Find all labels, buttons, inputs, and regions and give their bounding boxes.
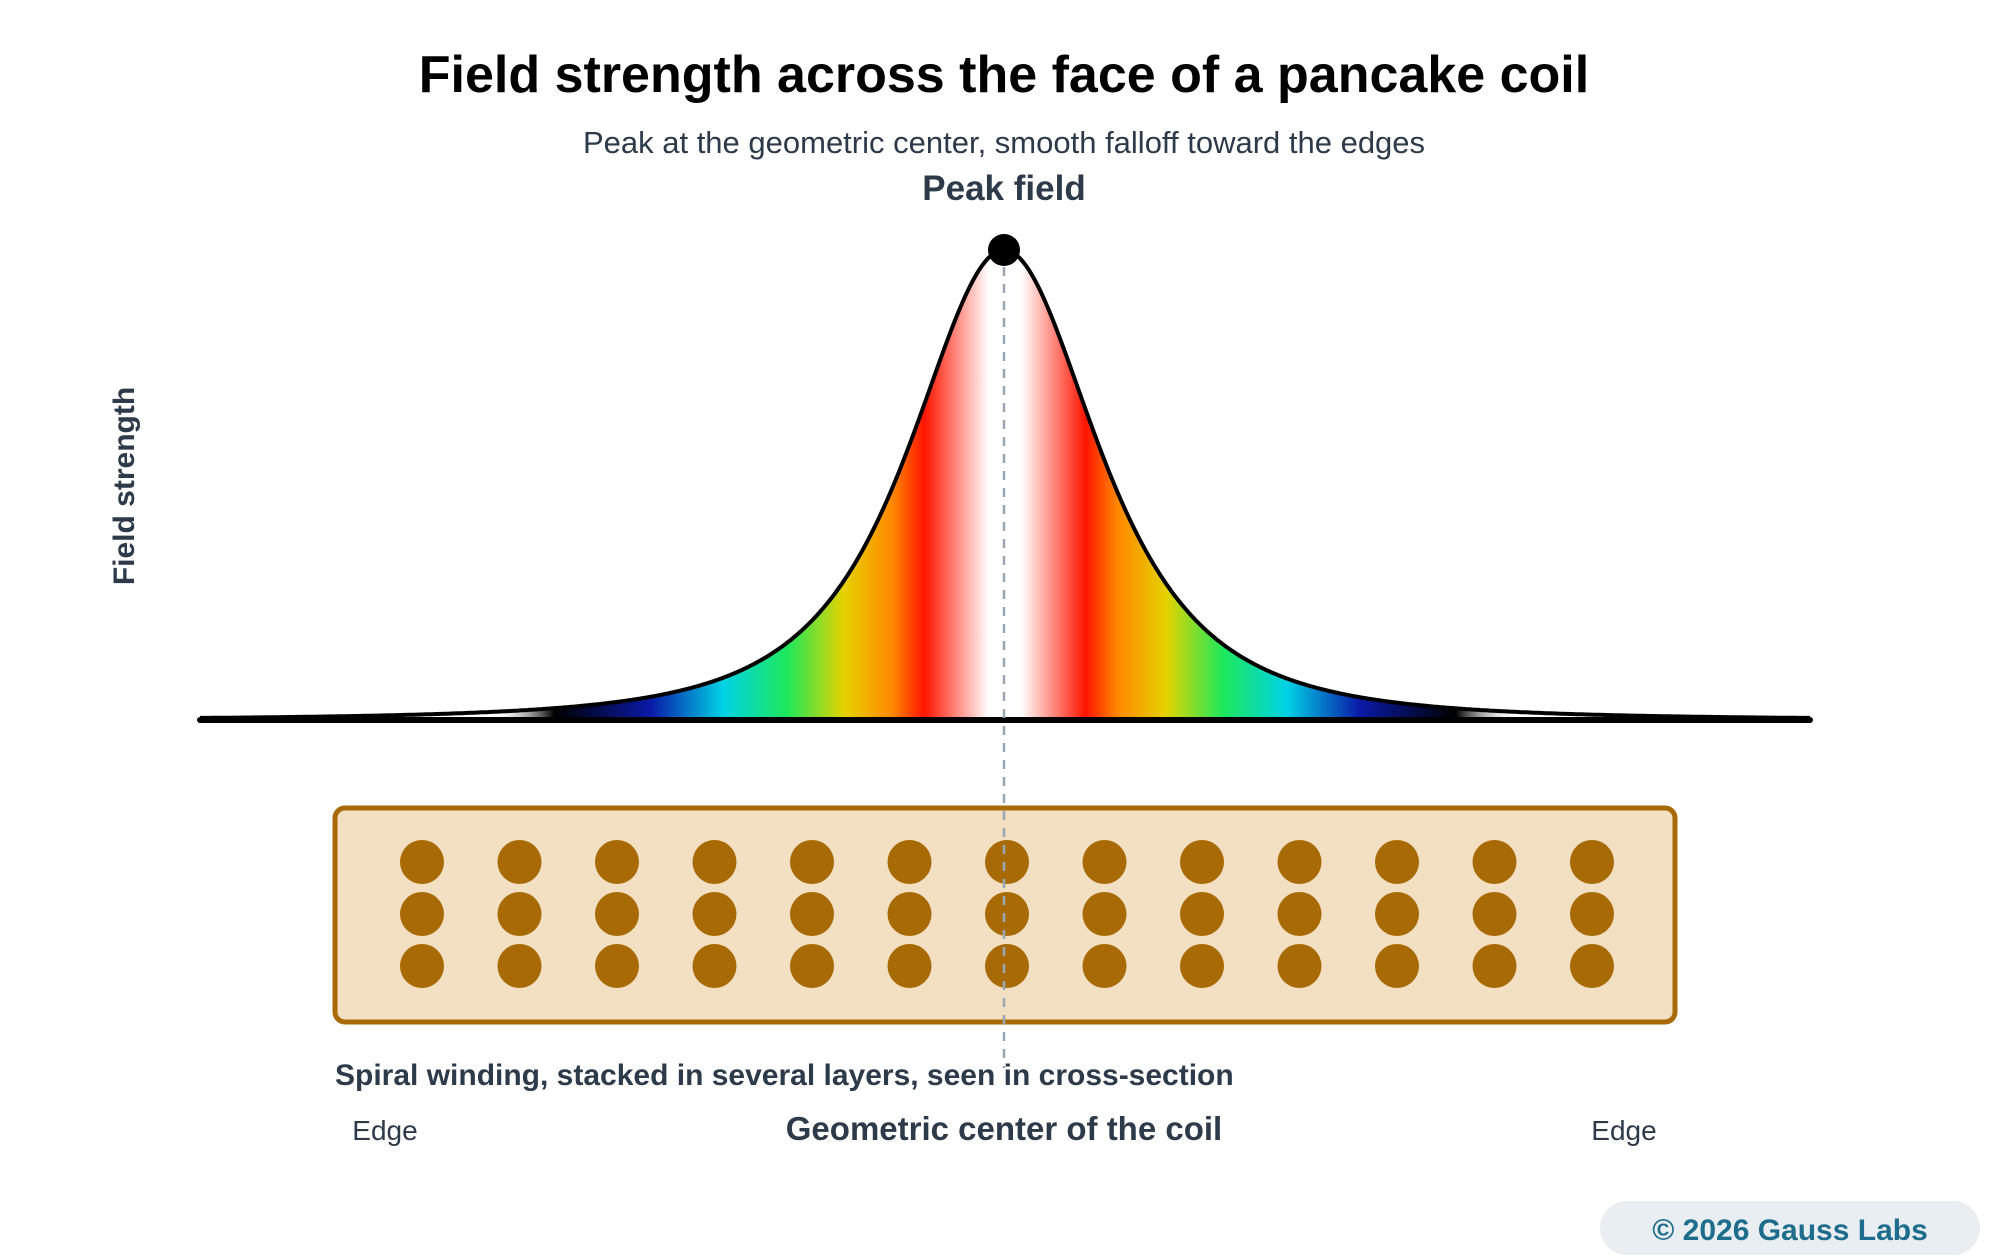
field-curve-fill bbox=[200, 250, 1810, 720]
winding-turn bbox=[1180, 840, 1224, 884]
winding-turn bbox=[1277, 840, 1322, 884]
y-axis-label: Field strength bbox=[108, 387, 141, 585]
winding-turn bbox=[790, 840, 834, 884]
winding-turn bbox=[692, 840, 737, 884]
winding-turn bbox=[887, 840, 932, 884]
winding-turn bbox=[1375, 944, 1419, 988]
peak-marker bbox=[988, 234, 1020, 266]
copyright-text: © 2026 Gauss Labs bbox=[1652, 1214, 1928, 1247]
peak-field-label: Peak field bbox=[922, 169, 1085, 208]
winding-turn bbox=[1082, 840, 1127, 884]
coil-caption: Spiral winding, stacked in several layer… bbox=[335, 1059, 1234, 1092]
winding-turn bbox=[497, 892, 542, 936]
winding-turn bbox=[1375, 892, 1419, 936]
winding-turn bbox=[400, 840, 444, 884]
diagram-subtitle: Peak at the geometric center, smooth fal… bbox=[583, 125, 1425, 160]
winding-turn bbox=[1472, 840, 1517, 884]
winding-turn bbox=[400, 892, 444, 936]
winding-turn bbox=[1570, 944, 1614, 988]
center-label: Geometric center of the coil bbox=[786, 1110, 1222, 1147]
winding-group bbox=[400, 840, 1614, 988]
left-edge-label: Edge bbox=[352, 1115, 417, 1146]
winding-turn bbox=[595, 892, 639, 936]
winding-turn bbox=[1570, 892, 1614, 936]
winding-turn bbox=[497, 840, 542, 884]
winding-turn bbox=[887, 892, 932, 936]
winding-turn bbox=[497, 944, 542, 988]
winding-turn bbox=[1082, 892, 1127, 936]
winding-turn bbox=[595, 944, 639, 988]
winding-turn bbox=[1375, 840, 1419, 884]
winding-turn bbox=[790, 944, 834, 988]
winding-turn bbox=[985, 840, 1029, 884]
diagram-title: Field strength across the face of a panc… bbox=[419, 46, 1589, 104]
winding-turn bbox=[400, 944, 444, 988]
winding-turn bbox=[1082, 944, 1127, 988]
winding-turn bbox=[1180, 892, 1224, 936]
winding-turn bbox=[595, 840, 639, 884]
winding-turn bbox=[1472, 944, 1517, 988]
winding-turn bbox=[887, 944, 932, 988]
copyright-badge bbox=[1600, 1201, 1980, 1255]
right-edge-label: Edge bbox=[1591, 1115, 1656, 1146]
winding-turn bbox=[1472, 892, 1517, 936]
winding-turn bbox=[790, 892, 834, 936]
winding-turn bbox=[1277, 892, 1322, 936]
winding-turn bbox=[985, 892, 1029, 936]
winding-turn bbox=[692, 944, 737, 988]
winding-turn bbox=[1277, 944, 1322, 988]
winding-turn bbox=[692, 892, 737, 936]
winding-turn bbox=[1180, 944, 1224, 988]
winding-turn bbox=[1570, 840, 1614, 884]
winding-turn bbox=[985, 944, 1029, 988]
